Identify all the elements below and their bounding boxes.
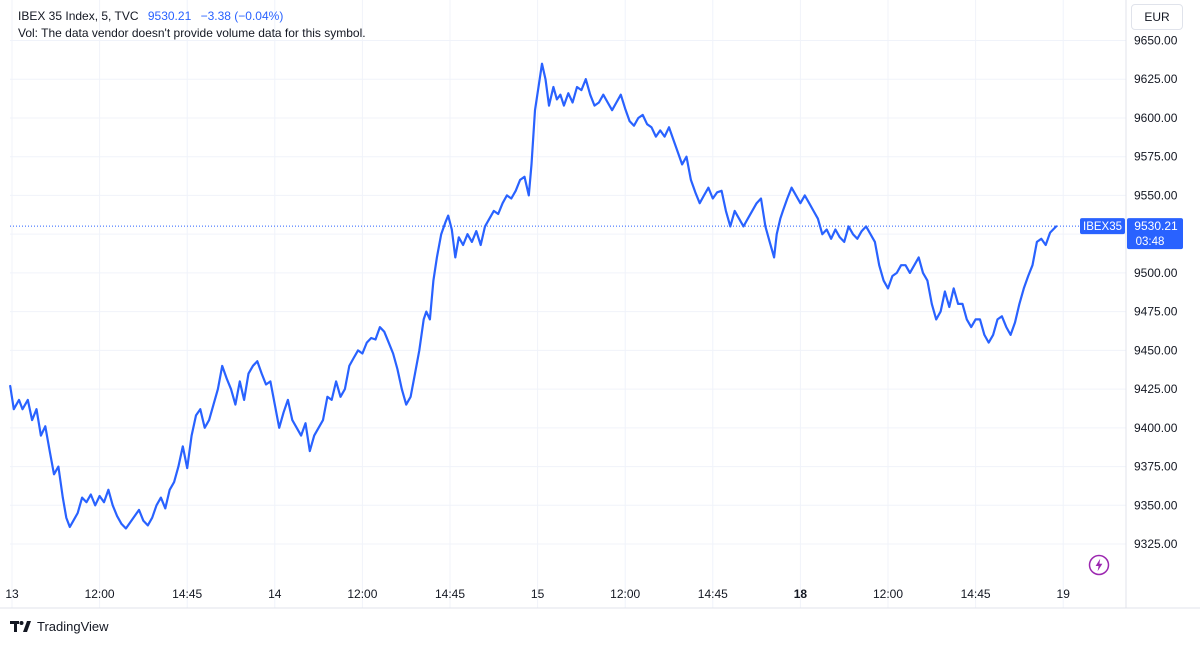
x-tick-label: 12:00 [85, 587, 115, 601]
x-tick-label: 14:45 [961, 587, 991, 601]
countdown-label: 03:48 [1136, 236, 1165, 248]
axis-frame [0, 0, 1200, 609]
y-tick-label: 9400.00 [1134, 421, 1178, 435]
y-tick-label: 9550.00 [1134, 188, 1178, 202]
y-tick-label: 9350.00 [1134, 498, 1178, 512]
x-tick-label: 14:45 [172, 587, 202, 601]
tradingview-brand[interactable]: TradingView [37, 619, 109, 634]
y-axis[interactable]: 9325.00 9350.00 9375.00 9400.00 9425.00 9450.… [1134, 34, 1178, 552]
tradingview-logo-icon[interactable] [10, 620, 32, 633]
y-tick-label: 9600.00 [1134, 111, 1178, 125]
y-tick-label: 9425.00 [1134, 382, 1178, 396]
x-tick-label: 14 [268, 587, 282, 601]
y-tick-label: 9625.00 [1134, 72, 1178, 86]
x-tick-label: 19 [1057, 587, 1071, 601]
volume-note: Vol: The data vendor doesn't provide vol… [18, 26, 366, 40]
price-label-box [1127, 218, 1183, 250]
x-tick-label: 14:45 [435, 587, 465, 601]
change-value: −3.38 (−0.04%) [200, 9, 284, 23]
y-tick-label: 9475.00 [1134, 305, 1178, 319]
legend-main-row: IBEX 35 Index, 5, TVC 9530.21 −3.38 (−0.… [18, 8, 366, 25]
x-tick-label: 12:00 [873, 587, 903, 601]
price-tag: IBEX35 9530.21 03:48 [1080, 218, 1183, 250]
x-tick-label: 13 [5, 587, 19, 601]
footer: TradingView [10, 619, 109, 634]
y-tick-label: 9650.00 [1134, 34, 1178, 48]
symbol-title[interactable]: IBEX 35 Index, 5, TVC [18, 9, 139, 23]
y-tick-label: 9375.00 [1134, 460, 1178, 474]
x-axis[interactable]: 13 12:00 14:45 14 12:00 14:45 15 12:00 14:45 18 12… [5, 587, 1070, 601]
x-tick-label: 14:45 [698, 587, 728, 601]
x-tick-label: 12:00 [610, 587, 640, 601]
y-tick-label: 9325.00 [1134, 537, 1178, 551]
y-tick-label: 9575.00 [1134, 150, 1178, 164]
lightning-icon[interactable] [1088, 554, 1110, 576]
y-tick-label: 9500.00 [1134, 266, 1178, 280]
series-line [9, 62, 1058, 530]
x-tick-label: 15 [531, 587, 545, 601]
x-tick-label: 12:00 [347, 587, 377, 601]
currency-button[interactable]: EUR [1131, 4, 1183, 30]
ticker-label: IBEX35 [1083, 221, 1122, 233]
ticker-label-box [1080, 218, 1125, 235]
x-tick-label: 18 [794, 587, 808, 601]
y-tick-label: 9450.00 [1134, 343, 1178, 357]
grid [10, 0, 1126, 608]
price-label: 9530.21 [1134, 219, 1178, 233]
last-value: 9530.21 [147, 9, 192, 23]
legend: IBEX 35 Index, 5, TVC 9530.21 −3.38 (−0.… [18, 8, 366, 42]
